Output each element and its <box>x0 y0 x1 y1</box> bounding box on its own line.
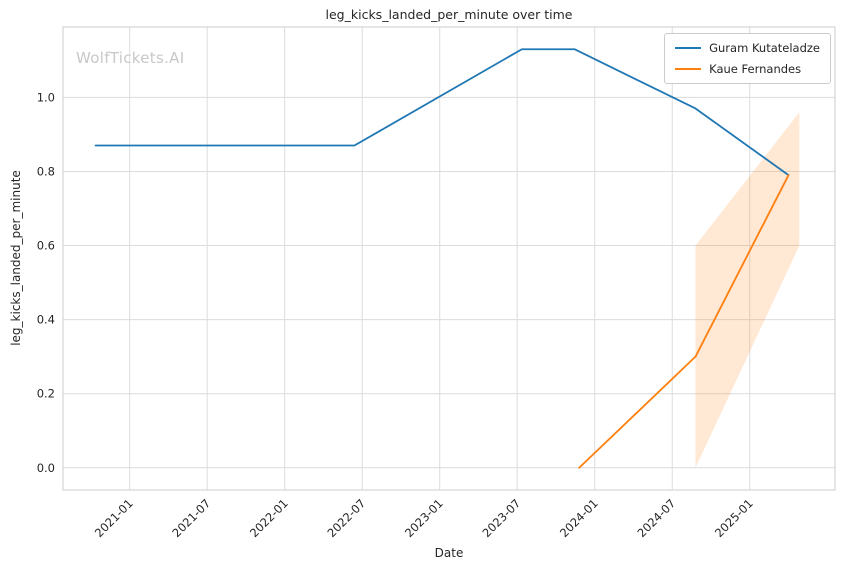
legend: Guram Kutateladze Kaue Fernandes <box>664 33 831 84</box>
confidence-band <box>695 112 800 468</box>
y-tick-label: 0.0 <box>37 461 55 475</box>
x-tick-label: 2021-07 <box>169 496 213 540</box>
x-tick-label: 2025-01 <box>712 496 756 540</box>
x-tick-label: 2022-07 <box>324 496 368 540</box>
y-tick-label: 1.0 <box>37 90 55 104</box>
legend-label-1: Kaue Fernandes <box>709 62 802 76</box>
legend-label-0: Guram Kutateladze <box>709 41 820 55</box>
x-axis-label: Date <box>434 546 464 560</box>
legend-item-1: Kaue Fernandes <box>675 62 820 76</box>
y-tick-label: 0.8 <box>37 164 55 178</box>
y-tick-label: 0.4 <box>37 313 55 327</box>
y-tick-label: 0.2 <box>37 387 55 401</box>
x-tick-label: 2021-01 <box>92 496 136 540</box>
legend-line-swatch-0 <box>675 47 702 49</box>
x-tick-label: 2024-01 <box>557 496 601 540</box>
y-axis-label: leg_kicks_landed_per_minute <box>9 170 23 346</box>
chart-title: leg_kicks_landed_per_minute over time <box>325 7 573 22</box>
x-tick-label: 2022-01 <box>247 496 291 540</box>
x-tick-label: 2024-07 <box>634 496 678 540</box>
plot-border <box>62 26 836 491</box>
legend-item-0: Guram Kutateladze <box>675 41 820 55</box>
series-line-0 <box>94 48 790 177</box>
x-tick-label: 2023-07 <box>479 496 523 540</box>
y-tick-label: 0.6 <box>37 239 55 253</box>
series-line-1 <box>578 174 790 469</box>
x-tick-label: 2023-01 <box>402 496 446 540</box>
watermark: WolfTickets.AI <box>76 49 185 67</box>
legend-line-swatch-1 <box>675 68 702 70</box>
